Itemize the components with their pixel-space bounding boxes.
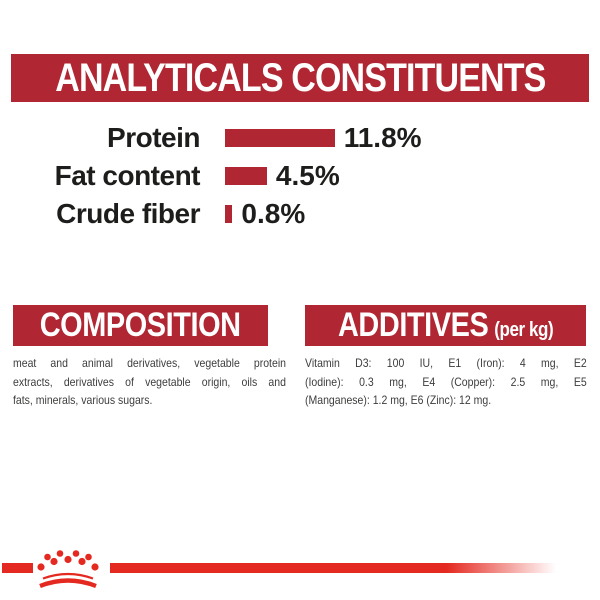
footer-stripe-right bbox=[110, 563, 565, 573]
chart-value-label: 4.5% bbox=[275, 160, 340, 191]
royal-canin-crown-icon bbox=[37, 550, 99, 589]
chart-value-label: 11.8% bbox=[343, 122, 422, 153]
chart-category-label: Crude fiber bbox=[56, 198, 200, 229]
chart-bar bbox=[225, 167, 267, 185]
additives-line: (Manganese): 1.2 mg, E6 (Zinc): 12 mg. bbox=[305, 393, 492, 407]
additives-per-kg-label: (per kg) bbox=[494, 319, 554, 341]
footer-stripe-left bbox=[2, 563, 33, 573]
composition-line: meat and animal derivatives, vegetable protei… bbox=[13, 356, 286, 370]
composition-line: fats, minerals, various sugars. bbox=[13, 393, 153, 407]
composition-banner: COMPOSITION bbox=[13, 305, 268, 346]
analyticals-constituents-banner: ANALYTICALS CONSTITUENTS bbox=[11, 54, 589, 102]
chart-value-label: 0.8% bbox=[241, 198, 306, 229]
additives-heading-group: ADDITIVES (per kg) bbox=[337, 306, 554, 345]
additives-line: (Iodine): 0.3 mg, E4 (Copper): 2.5 mg, E5 bbox=[305, 374, 587, 389]
chart-category-label: Fat content bbox=[54, 160, 201, 191]
additives-line: Vitamin D3: 100 IU, E1 (Iron): 4 mg, E2 bbox=[305, 356, 587, 370]
chart-row-fat-content: Fat content 4.5% bbox=[0, 157, 600, 195]
additives-text: Vitamin D3: 100 IU, E1 (Iron): 4 mg, E2 (Iodine)… bbox=[305, 354, 587, 410]
additives-banner: ADDITIVES (per kg) bbox=[305, 305, 586, 346]
chart-row-protein: Protein 11.8% bbox=[0, 119, 600, 157]
chart-bar bbox=[225, 129, 335, 147]
composition-text: meat and animal derivatives, vegetable protei… bbox=[13, 354, 286, 410]
additives-heading: ADDITIVES bbox=[337, 306, 489, 344]
composition-line: extracts, derivatives of vegetable origin, oi… bbox=[13, 374, 286, 389]
composition-heading: COMPOSITION bbox=[40, 306, 241, 344]
chart-category-label: Protein bbox=[107, 122, 200, 153]
chart-row-crude-fiber: Crude fiber 0.8% bbox=[0, 195, 600, 233]
analytical-constituents-chart: Protein 11.8% Fat content 4.5% Crude fib… bbox=[0, 119, 600, 233]
analyticals-constituents-title: ANALYTICALS CONSTITUENTS bbox=[54, 55, 546, 100]
chart-bar bbox=[225, 205, 233, 223]
